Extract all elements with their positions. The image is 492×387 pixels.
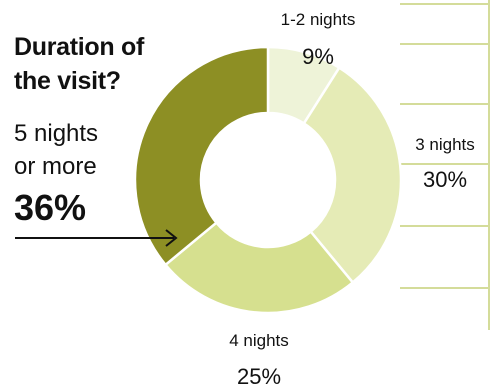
callout-arrow: [15, 229, 178, 247]
donut-slices: [133, 45, 403, 315]
slice-label-3-nights-name: 3 nights: [415, 135, 475, 154]
slice-label-1-2-nights-value: 9%: [302, 44, 334, 69]
highlight-label-line-1: 5 nights: [14, 120, 99, 147]
slice-label-3-nights-value: 30%: [423, 167, 467, 192]
chart-title-line-1: Duration of: [14, 33, 145, 61]
background-frame: [400, 0, 490, 330]
slice-label-1-2-nights-name: 1-2 nights: [281, 10, 356, 29]
chart-title-line-2: the visit?: [14, 67, 121, 95]
highlight-value: 36%: [14, 187, 87, 228]
highlight-label-line-2: or more: [14, 153, 97, 180]
slice-label-4-nights-name: 4 nights: [229, 331, 289, 350]
slice-labels: 1-2 nights 9% 3 nights 30% 4 nights 25%: [229, 10, 475, 387]
slice-3-nights: [302, 65, 403, 285]
slice-5-nights-or-more: [133, 45, 270, 267]
chart-title: Duration of the visit?: [14, 30, 144, 98]
slice-4-nights: [163, 220, 355, 315]
slice-label-4-nights-value: 25%: [237, 364, 281, 387]
highlight-label: 5 nights or more: [14, 117, 98, 183]
